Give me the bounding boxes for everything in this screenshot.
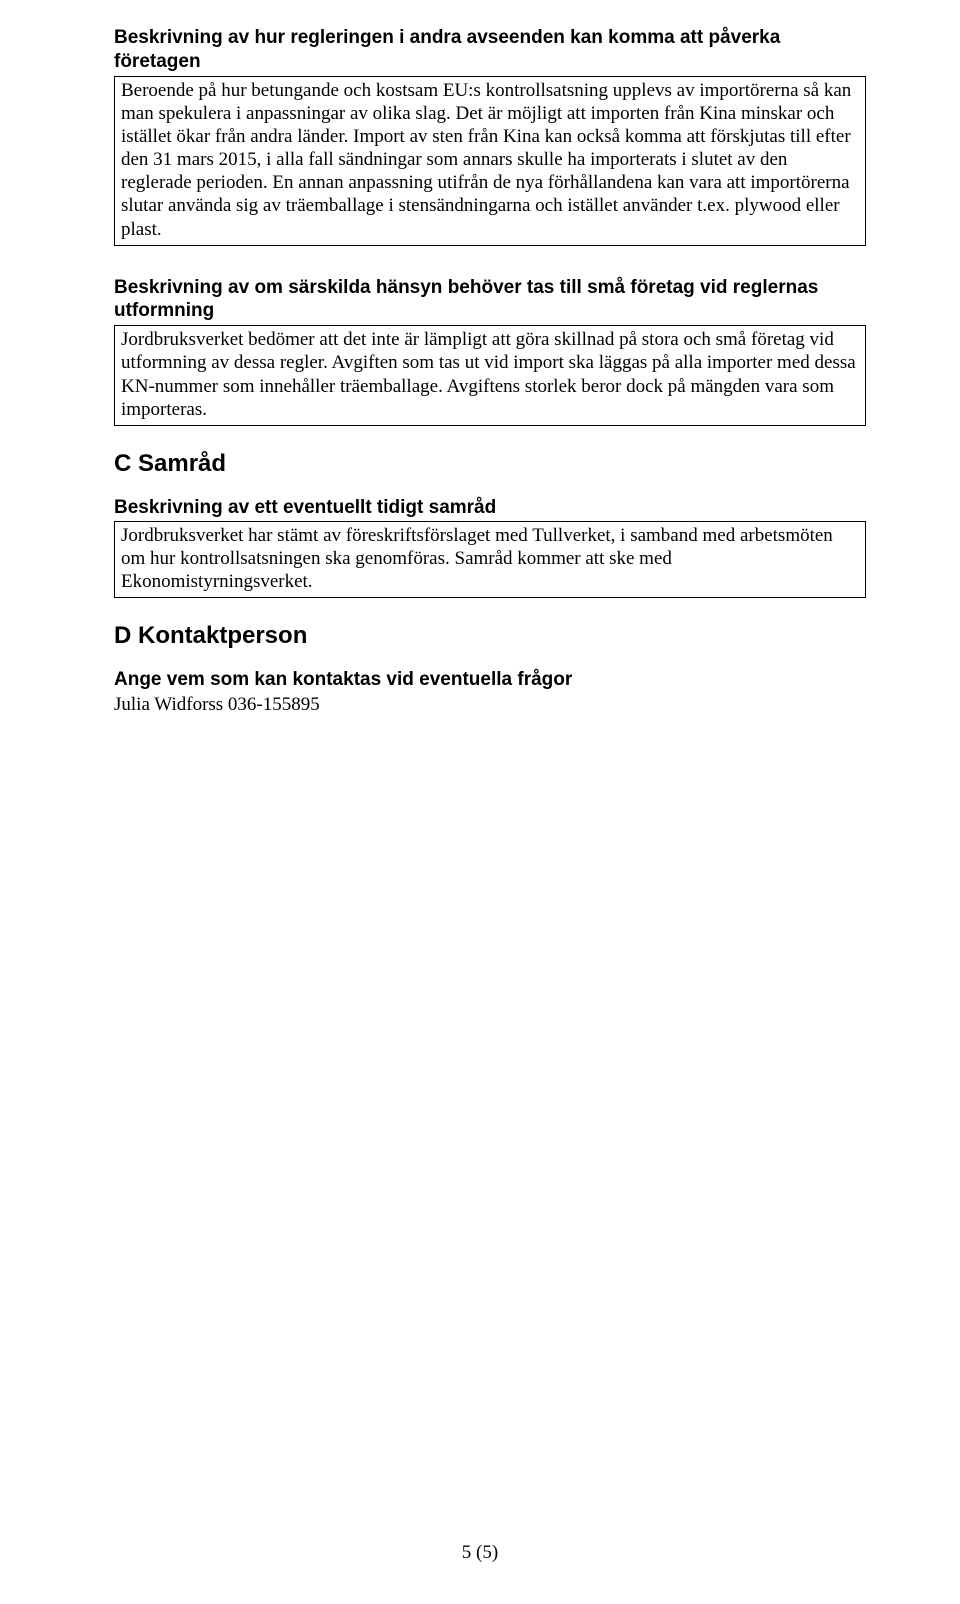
section2-box: Jordbruksverket bedömer att det inte är … <box>114 325 866 426</box>
section1-box: Beroende på hur betungande och kostsam E… <box>114 76 866 246</box>
section-c-body: Jordbruksverket har stämt av föreskrifts… <box>121 524 859 594</box>
section-c-title: C Samråd <box>114 450 866 478</box>
section-d-subheading: Ange vem som kan kontaktas vid eventuell… <box>114 668 866 692</box>
page-footer: 5 (5) <box>0 1542 960 1564</box>
section-d-contact: Julia Widforss 036-155895 <box>114 693 866 716</box>
section-c-subheading: Beskrivning av ett eventuellt tidigt sam… <box>114 496 866 520</box>
section1-body: Beroende på hur betungande och kostsam E… <box>121 79 859 241</box>
section2-heading: Beskrivning av om särskilda hänsyn behöv… <box>114 276 866 324</box>
section1-heading: Beskrivning av hur regleringen i andra a… <box>114 26 866 74</box>
section2-body: Jordbruksverket bedömer att det inte är … <box>121 328 859 421</box>
section-c-box: Jordbruksverket har stämt av föreskrifts… <box>114 521 866 599</box>
section-d-title: D Kontaktperson <box>114 622 866 650</box>
page-container: Beskrivning av hur regleringen i andra a… <box>0 0 960 1604</box>
